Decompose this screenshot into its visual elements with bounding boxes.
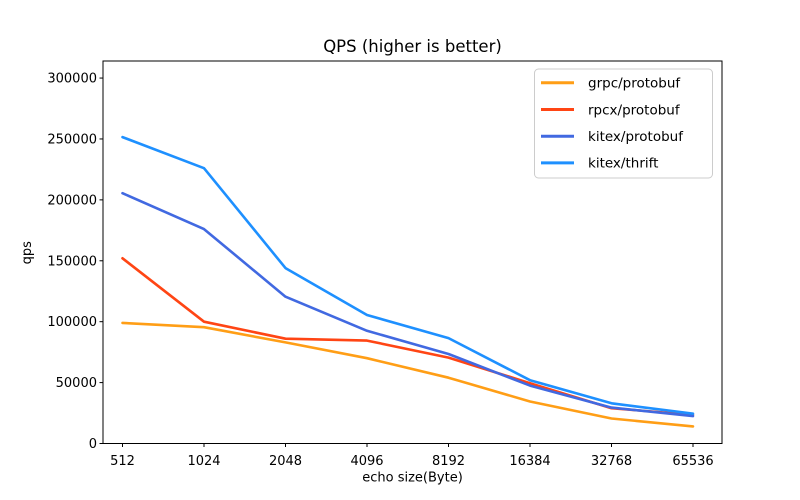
x-tick-label: 512	[110, 454, 135, 469]
y-tick-label: 0	[89, 437, 97, 452]
series-line-grpc-protobuf	[121, 321, 695, 428]
legend-label-kitex-thrift: kitex/thrift	[588, 156, 658, 172]
series-line-kitex-protobuf	[121, 191, 695, 418]
x-tick-label: 16384	[509, 454, 550, 469]
y-tick-label: 100000	[47, 315, 97, 330]
x-tick-label: 65536	[672, 454, 713, 469]
y-tick-label: 200000	[47, 193, 97, 208]
plot-area: 0 50000 100000 150000 200000 250000 300000 512 1…	[47, 60, 723, 469]
x-tick-label: 1024	[187, 454, 220, 469]
legend-label-kitex-protobuf: kitex/protobuf	[588, 129, 684, 145]
series-line-kitex-thrift	[121, 135, 695, 416]
series-line-rpcx-protobuf	[121, 256, 695, 417]
legend-label-grpc-protobuf: grpc/protobuf	[588, 76, 681, 92]
x-tick-label: 8192	[432, 454, 465, 469]
y-tick-label: 250000	[47, 132, 97, 147]
y-tick-label: 150000	[47, 254, 97, 269]
y-tick-label: 300000	[47, 72, 97, 87]
x-axis-label: echo size(Byte)	[362, 471, 463, 486]
x-tick-label: 2048	[269, 454, 302, 469]
plot-frame	[102, 60, 723, 444]
x-tick-label: 32768	[591, 454, 632, 469]
x-tick-label: 4096	[350, 454, 383, 469]
legend-label-rpcx-protobuf: rpcx/protobuf	[588, 102, 681, 118]
legend-box	[534, 68, 713, 179]
chart-title: QPS (higher is better)	[323, 37, 502, 56]
y-tick-label: 50000	[56, 376, 97, 391]
y-axis-label: qps	[20, 241, 35, 265]
